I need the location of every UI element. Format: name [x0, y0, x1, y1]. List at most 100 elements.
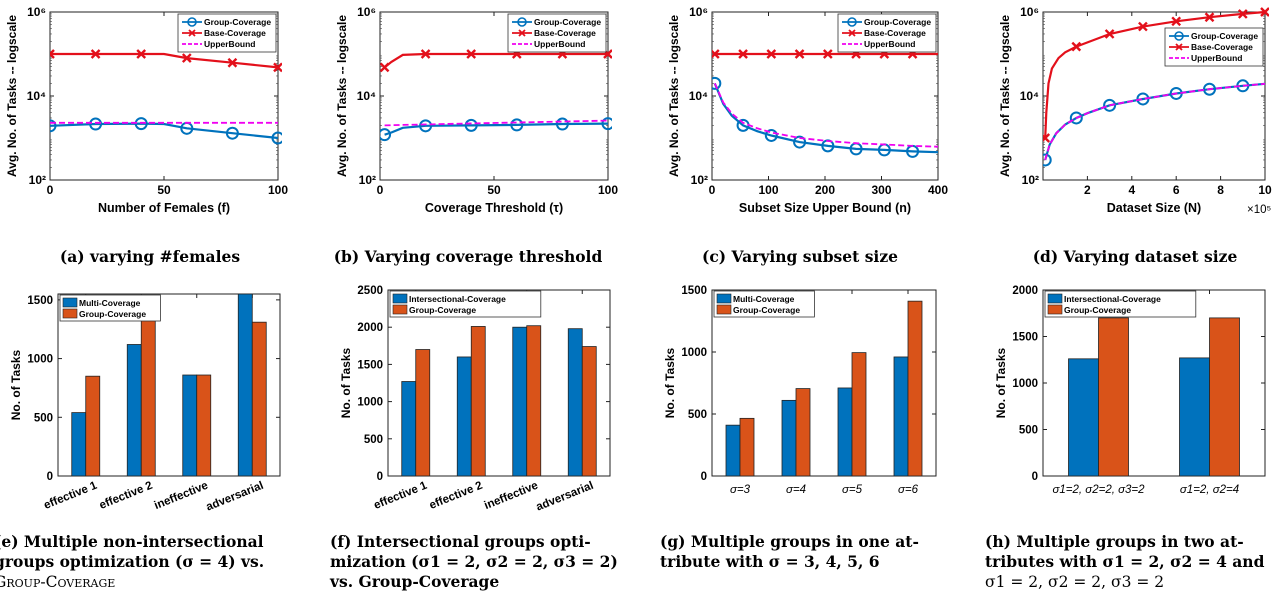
data-point [466, 49, 477, 59]
data-point [464, 118, 478, 132]
data-point [1043, 133, 1051, 143]
caption-f-line2: mization (σ1 = 2, σ2 = 2, σ3 = 2) [330, 552, 618, 571]
chart-b: 10² 10⁴ 10⁶ 0 50 100 Coverage Threshold (τ) Avg… [335, 5, 618, 215]
legend-label: UpperBound [534, 39, 585, 49]
series-group [50, 49, 282, 145]
x-tick-label: 2 [1084, 183, 1091, 197]
legend-label: Multi-Coverage [79, 298, 141, 308]
y-axis-label: No. of Tasks [9, 349, 23, 420]
x-multiplier: ×10⁵ [1247, 204, 1272, 216]
y-axis-label: No. of Tasks [339, 347, 353, 418]
chart-g: 0 500 1000 1500 No. of Tasks σ=3 σ=4 σ=5 σ=6 Mult… [663, 285, 937, 496]
data-point [420, 49, 431, 59]
data-point [225, 126, 239, 140]
caption-a: (a) varying #females [59, 247, 241, 266]
legend-swatch [716, 293, 732, 304]
caption-e-line1: (e) Multiple non-intersectional [0, 532, 264, 551]
data-point [419, 119, 433, 133]
y-tick-label: 10² [359, 173, 376, 187]
y-tick-label: 1500 [357, 359, 383, 371]
y-tick-label: 1000 [27, 354, 53, 366]
data-point [555, 117, 569, 131]
x-tick-label: 0 [709, 183, 716, 197]
bar [893, 356, 909, 477]
legend-label: UpperBound [204, 39, 255, 49]
legend-swatch [1047, 304, 1063, 315]
x-tick-label: 4 [1128, 183, 1135, 197]
x-tick-label: σ=6 [898, 484, 919, 496]
y-tick-label: 10⁶ [1020, 5, 1039, 19]
y-tick-label: 0 [47, 471, 53, 483]
caption-e: (e) Multiple non-intersectional groups o… [0, 532, 319, 592]
x-tick-label: 8 [1217, 183, 1224, 197]
bar [237, 293, 253, 477]
data-point [712, 49, 720, 59]
y-tick-label: 0 [701, 471, 707, 483]
data-point [1171, 16, 1182, 27]
legend-marker [1175, 43, 1183, 51]
legend-swatch [62, 297, 78, 308]
legend-label: Multi-Coverage [733, 294, 795, 304]
y-tick-label: 10² [691, 173, 708, 187]
legend-box [1164, 27, 1264, 67]
y-tick-label: 1500 [27, 295, 53, 307]
series-group [1043, 7, 1269, 167]
series-line-base-coverage [383, 52, 608, 69]
y-tick-label: 2000 [1012, 285, 1038, 297]
legend-label: Base-Coverage [204, 28, 266, 38]
x-tick-label: 0 [47, 183, 54, 197]
x-tick-label: σ1=2, σ2=2, σ3=2 [1052, 484, 1145, 496]
bar [1068, 358, 1099, 477]
data-point [1043, 153, 1052, 167]
data-point [1138, 21, 1148, 32]
bar [526, 325, 542, 477]
x-tick-label: effective 1 [372, 479, 429, 511]
data-point [738, 49, 748, 59]
y-tick-label: 2000 [357, 322, 383, 334]
bar [71, 412, 87, 477]
legend-box [389, 290, 542, 318]
legend-marker [188, 29, 196, 37]
data-point [766, 49, 777, 59]
x-tick-label: σ=5 [842, 484, 863, 496]
series-line-group-coverage [384, 122, 609, 136]
bar [85, 375, 101, 477]
y-tick-label: 10⁶ [689, 5, 708, 19]
bar [567, 328, 583, 477]
x-axis-label: Subset Size Upper Bound (n) [739, 201, 911, 215]
legend-swatch [716, 304, 732, 315]
data-point [273, 62, 282, 73]
chart-e: 0 500 1000 1500 No. of Tasks effective 1effec… [9, 293, 281, 514]
y-tick-label: 0 [1032, 471, 1038, 483]
x-axis-label: Number of Females (f) [98, 201, 230, 215]
legend-label: UpperBound [1191, 53, 1242, 63]
y-tick-label: 500 [364, 434, 383, 446]
caption-f-line1: (f) Intersectional groups opti- [330, 532, 591, 551]
x-tick-label: adversarial [535, 480, 596, 514]
x-tick-label: ineffective [153, 480, 210, 512]
data-point [794, 49, 805, 59]
legend-swatch [62, 308, 78, 319]
caption-h: (h) Multiple groups in two at- tributes … [985, 532, 1285, 592]
bar [512, 326, 528, 477]
data-point [510, 118, 524, 132]
bar [1179, 357, 1210, 477]
caption-b: (b) Varying coverage threshold [333, 247, 603, 266]
data-point [89, 117, 103, 131]
chart-h: 0 500 1000 1500 2000 No. of Tasks σ1=2, σ2=2, … [994, 285, 1266, 496]
series-group [712, 49, 939, 158]
data-point [764, 128, 778, 142]
data-point [271, 131, 282, 145]
chart-f: 0 500 1000 1500 2000 2500 No. of Tasks effectiv… [339, 285, 611, 514]
y-tick-label: 0 [377, 471, 383, 483]
x-tick-label: 200 [815, 183, 835, 197]
y-tick-label: 1500 [681, 285, 707, 297]
caption-c: (c) Varying subset size [702, 247, 898, 266]
y-axis-label: Avg. No. of Tasks -- logscale [667, 15, 681, 177]
legend-label: Group-Coverage [1191, 31, 1258, 41]
legend-swatch [1047, 293, 1063, 304]
